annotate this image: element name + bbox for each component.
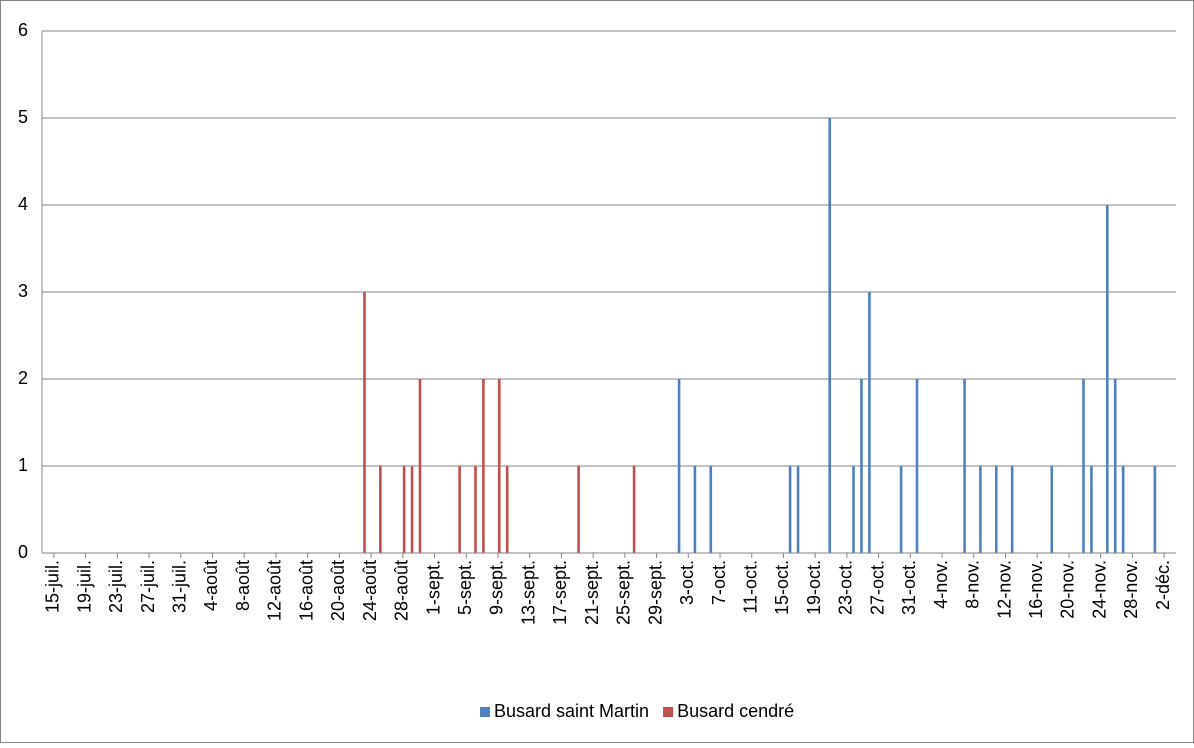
bar (474, 466, 477, 553)
bar (1082, 379, 1085, 553)
bar (677, 379, 681, 553)
legend-label: Busard cendré (677, 701, 794, 721)
x-tick-label: 3-oct. (677, 560, 697, 605)
x-tick-label: 28-nov. (1121, 560, 1141, 619)
x-tick-label: 21-sept. (582, 560, 602, 625)
bar (1153, 466, 1157, 553)
x-tick-label: 1-sept. (423, 560, 443, 615)
bar (410, 466, 414, 553)
x-tick-label: 20-nov. (1058, 560, 1078, 619)
bar (1010, 466, 1014, 553)
x-tick-label: 25-sept. (614, 560, 634, 625)
x-tick-label: 19-oct. (804, 560, 824, 615)
bar (868, 292, 871, 553)
x-tick-label: 12-août (265, 560, 285, 621)
x-tick-label: 17-sept. (550, 560, 570, 625)
x-tick-label: 2-déc. (1153, 560, 1173, 610)
x-tick-label: 31-oct. (899, 560, 919, 615)
bar (379, 466, 382, 553)
x-tick-label: 13-sept. (518, 560, 538, 625)
bar (497, 379, 501, 553)
x-tick-label: 27-juil. (138, 560, 158, 613)
y-tick-label: 1 (18, 455, 28, 475)
x-tick-label: 9-sept. (487, 560, 507, 615)
bar (577, 466, 580, 553)
legend-swatch (663, 707, 674, 717)
x-tick-label: 4-nov. (931, 560, 951, 609)
x-tick-label: 4-août (201, 560, 221, 611)
x-tick-label: 15-oct. (772, 560, 792, 615)
bar (828, 118, 832, 553)
x-tick-label: 8-nov. (963, 560, 983, 609)
bar (860, 379, 863, 553)
y-tick-label: 5 (18, 107, 28, 127)
y-tick-label: 0 (18, 542, 28, 562)
bar (693, 466, 697, 553)
legend-label: Busard saint Martin (494, 701, 649, 721)
x-tick-label: 23-juil. (106, 560, 126, 613)
x-tick-label: 16-nov. (1026, 560, 1046, 619)
x-tick-label: 12-nov. (994, 560, 1014, 619)
x-tick-label: 28-août (392, 560, 412, 621)
y-tick-label: 3 (18, 281, 28, 301)
bar (482, 379, 485, 553)
x-tick-label: 27-oct. (867, 560, 887, 615)
bar (1113, 379, 1117, 553)
x-tick-label: 19-juil. (74, 560, 94, 613)
bar (979, 466, 982, 553)
y-tick-label: 4 (18, 194, 28, 214)
bar (994, 466, 998, 553)
y-tick-label: 6 (18, 20, 28, 40)
x-tick-label: 15-juil. (43, 560, 63, 613)
bar (402, 466, 406, 553)
x-tick-label: 20-août (328, 560, 348, 621)
bar (1121, 466, 1125, 553)
bar (796, 466, 800, 553)
y-tick-label: 2 (18, 368, 28, 388)
bar (1090, 466, 1093, 553)
x-tick-label: 7-oct. (709, 560, 729, 605)
x-tick-label: 24-nov. (1089, 560, 1109, 619)
x-tick-label: 8-août (233, 560, 253, 611)
bar (505, 466, 509, 553)
bar (915, 379, 919, 553)
bar (418, 379, 422, 553)
bar (1050, 466, 1054, 553)
bar (1105, 205, 1109, 553)
x-tick-label: 24-août (360, 560, 380, 621)
bar (458, 466, 461, 553)
x-tick-label: 5-sept. (455, 560, 475, 615)
bar (899, 466, 903, 553)
x-tick-label: 23-oct. (836, 560, 856, 615)
x-tick-label: 29-sept. (645, 560, 665, 625)
x-tick-label: 16-août (296, 560, 316, 621)
x-tick-label: 31-juil. (170, 560, 190, 613)
bar (963, 379, 966, 553)
bar (632, 466, 636, 553)
legend-swatch (480, 707, 490, 717)
bar (788, 466, 792, 553)
bar (852, 466, 855, 553)
x-tick-label: 11-oct. (740, 560, 760, 614)
bar (709, 466, 713, 553)
bar (363, 292, 366, 553)
